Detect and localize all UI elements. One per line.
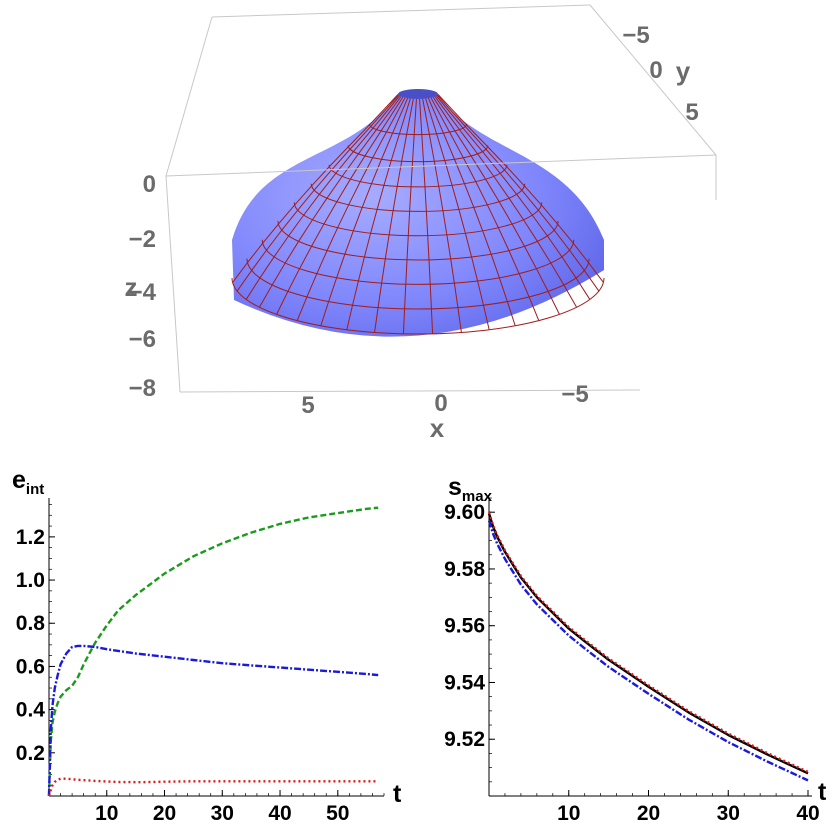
surface-3d-plot: 0−2−4−6−85 0 −5−505 x y z bbox=[125, 4, 717, 443]
x-tick-label: 50 bbox=[326, 802, 349, 823]
y-tick-label: 0.2 bbox=[16, 742, 45, 765]
bounding-box-back-edges bbox=[165, 4, 717, 177]
mesh-ring bbox=[347, 145, 489, 163]
z-tick-label: −4 bbox=[129, 279, 157, 306]
mesh-meridian bbox=[437, 94, 600, 292]
x-tick-label: 0 bbox=[434, 390, 447, 417]
cone-surface bbox=[232, 94, 604, 337]
mesh-meridian bbox=[245, 95, 400, 300]
mesh-meridian bbox=[432, 96, 560, 315]
surface-mesh-lines bbox=[231, 94, 605, 335]
e-int-x-label: t bbox=[393, 780, 402, 808]
s-max-y-label: smax bbox=[448, 473, 493, 505]
x-tick-label: 10 bbox=[95, 802, 118, 823]
s-max-axes: 10 20 30 40 9.52 9.54 9.56 9.58 9.60 bbox=[444, 497, 820, 823]
mesh-ring bbox=[261, 239, 575, 285]
z-tick-label: 0 bbox=[143, 171, 156, 198]
mesh-meridian bbox=[430, 97, 540, 321]
mesh-meridian bbox=[422, 98, 462, 333]
y-tick-label: 5 bbox=[685, 99, 698, 126]
box-edge bbox=[211, 4, 591, 18]
y-tick-label: 9.52 bbox=[444, 728, 485, 751]
mesh-meridian bbox=[296, 97, 406, 321]
series-line-3 bbox=[487, 520, 809, 782]
box-edge bbox=[165, 154, 717, 177]
x-axis-label: x bbox=[430, 413, 445, 443]
series-line-1 bbox=[487, 513, 809, 775]
x-tick-label: 40 bbox=[268, 802, 291, 823]
e-int-y-label: eint bbox=[12, 466, 44, 498]
mesh-ring bbox=[368, 123, 468, 136]
mesh-meridian bbox=[374, 98, 414, 333]
x-tick-label: 30 bbox=[717, 802, 740, 823]
mesh-meridian bbox=[436, 95, 591, 300]
mesh-meridian bbox=[346, 98, 411, 330]
box-edge bbox=[165, 16, 213, 177]
y-tick-label: −5 bbox=[622, 22, 649, 49]
s-max-series bbox=[487, 511, 809, 782]
bounding-box-front-edges bbox=[165, 154, 717, 393]
x-tick-label: 20 bbox=[637, 802, 660, 823]
mesh-meridian bbox=[434, 96, 578, 308]
z-tick-label: −6 bbox=[129, 326, 156, 353]
box-edge bbox=[165, 175, 181, 393]
y-tick-label: 9.56 bbox=[444, 615, 485, 638]
y-tick-label: 0.4 bbox=[16, 699, 46, 722]
z-axis-label: z bbox=[125, 272, 138, 302]
mesh-meridian bbox=[427, 98, 516, 326]
mesh-meridian bbox=[419, 98, 434, 334]
y-tick-label: 9.54 bbox=[444, 671, 485, 694]
y-tick-label: 0.8 bbox=[16, 612, 46, 635]
mesh-meridian bbox=[437, 94, 604, 283]
s-max-x-label: t bbox=[818, 778, 827, 806]
box-edge bbox=[589, 4, 717, 156]
e-int-plot: 10 20 30 40 50 0.2 0.4 0.6 0.8 1.0 1.2 eint t bbox=[12, 466, 402, 823]
x-tick-label: −5 bbox=[561, 381, 588, 408]
x-tick-label: 30 bbox=[211, 802, 234, 823]
series-line-1 bbox=[47, 506, 379, 797]
series-line-2 bbox=[47, 644, 379, 797]
x-tick-label: 40 bbox=[796, 802, 819, 823]
mesh-meridian bbox=[258, 96, 402, 308]
box-edge bbox=[179, 389, 641, 393]
mesh-ring bbox=[246, 258, 590, 310]
y-tick-label: 1.2 bbox=[16, 526, 45, 549]
mesh-meridian bbox=[425, 98, 490, 330]
x-tick-label: 10 bbox=[557, 802, 580, 823]
mesh-ring bbox=[231, 277, 605, 335]
y-tick-label: 9.60 bbox=[444, 501, 485, 524]
mesh-meridian bbox=[276, 96, 404, 315]
mesh-meridian bbox=[232, 94, 399, 283]
z-tick-label: −2 bbox=[129, 226, 156, 253]
e-int-axes: 10 20 30 40 50 0.2 0.4 0.6 0.8 1.0 1.2 bbox=[16, 498, 385, 823]
mesh-ring bbox=[293, 202, 543, 237]
y-axis-label: y bbox=[676, 56, 691, 86]
s-max-plot: 10 20 30 40 9.52 9.54 9.56 9.58 9.60 smax t bbox=[444, 473, 827, 823]
x-tick-label: 20 bbox=[153, 802, 176, 823]
axis-ticks-3d: 0−2−4−6−85 0 −5−505 bbox=[129, 22, 699, 419]
z-tick-label: −8 bbox=[129, 375, 156, 402]
cone-top-opening bbox=[398, 89, 438, 99]
series-line-3 bbox=[47, 777, 379, 797]
y-tick-label: 9.58 bbox=[444, 558, 485, 581]
mesh-meridian bbox=[236, 94, 399, 292]
e-int-series bbox=[47, 506, 379, 797]
mesh-meridian bbox=[320, 98, 409, 326]
y-tick-label: 0.6 bbox=[16, 655, 45, 678]
mesh-meridian bbox=[402, 98, 417, 334]
x-tick-label: 5 bbox=[301, 392, 314, 419]
mesh-ring bbox=[310, 183, 526, 212]
y-tick-label: 1.0 bbox=[16, 569, 45, 592]
mesh-ring bbox=[328, 164, 508, 188]
y-tick-label: 0 bbox=[649, 57, 662, 84]
series-line-2 bbox=[487, 511, 809, 773]
mesh-ring bbox=[277, 220, 559, 261]
